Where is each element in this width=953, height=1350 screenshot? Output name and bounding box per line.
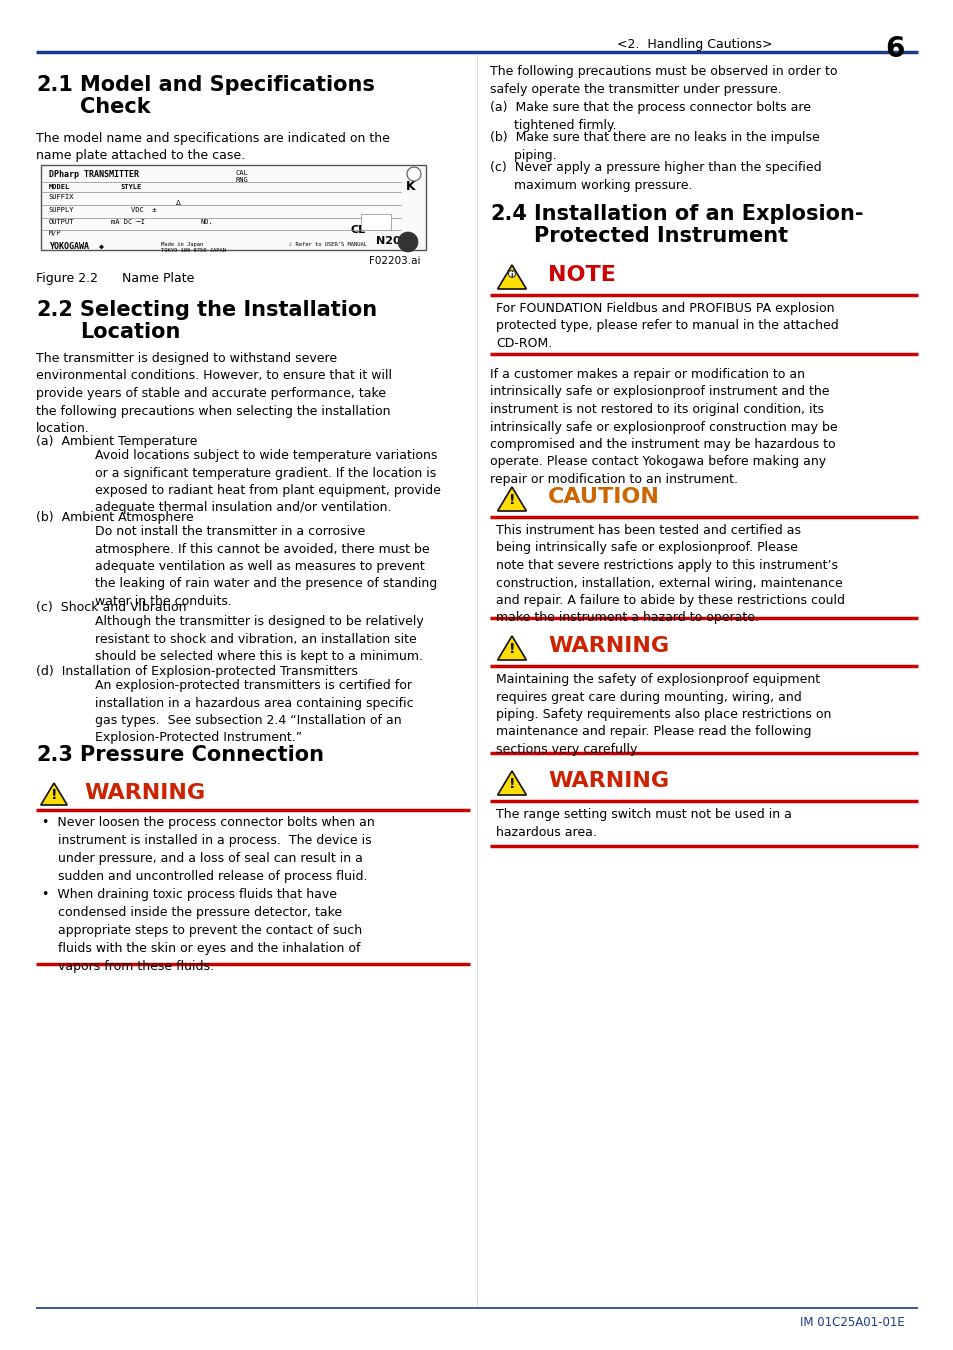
Text: Pressure Connection: Pressure Connection [80,745,324,765]
Text: (d)  Installation of Explosion-protected Transmitters: (d) Installation of Explosion-protected … [36,666,357,678]
FancyBboxPatch shape [41,165,426,250]
Text: An explosion-protected transmitters is certified for
installation in a hazardous: An explosion-protected transmitters is c… [95,679,414,744]
Text: <2.  Handling Cautions>: <2. Handling Cautions> [617,38,772,51]
Text: CAUTION: CAUTION [547,487,659,508]
Polygon shape [497,487,526,512]
Text: DPharp TRANSMITTER: DPharp TRANSMITTER [49,170,139,180]
FancyBboxPatch shape [360,215,391,230]
Text: Selecting the Installation: Selecting the Installation [80,300,376,320]
Text: CE: CE [351,225,366,235]
Text: If a customer makes a repair or modification to an
intrinsically safe or explosi: If a customer makes a repair or modifica… [490,369,837,486]
Text: Maintaining the safety of explosionproof equipment
requires great care during mo: Maintaining the safety of explosionproof… [496,674,830,756]
Text: YOKOGAWA  ◆: YOKOGAWA ◆ [49,242,104,251]
Text: F02203.ai: F02203.ai [369,256,420,266]
Text: The transmitter is designed to withstand severe
environmental conditions. Howeve: The transmitter is designed to withstand… [36,352,392,435]
Text: (a)  Ambient Temperature: (a) Ambient Temperature [36,435,197,448]
Text: (c)  Shock and Vibration: (c) Shock and Vibration [36,601,186,614]
Text: ☞ Refer to USER'S MANUAL: ☞ Refer to USER'S MANUAL [289,242,367,247]
Text: NO.: NO. [201,219,213,225]
Circle shape [397,232,417,252]
Text: Do not install the transmitter in a corrosive
atmosphere. If this cannot be avoi: Do not install the transmitter in a corr… [95,525,436,608]
Text: SUPPLY: SUPPLY [49,207,74,213]
Text: The following precautions must be observed in order to
safely operate the transm: The following precautions must be observ… [490,65,837,96]
Text: 6: 6 [884,35,904,63]
Text: IM 01C25A01-01E: IM 01C25A01-01E [800,1316,904,1328]
Text: N200: N200 [375,236,408,246]
Text: 2.3: 2.3 [36,745,72,765]
Text: •  Never loosen the process connector bolts when an
    instrument is installed : • Never loosen the process connector bol… [42,815,375,973]
Text: OUTPUT: OUTPUT [49,219,74,225]
Text: Check: Check [80,97,151,117]
Polygon shape [497,771,526,795]
Text: mA DC ─I: mA DC ─I [111,219,145,225]
Text: i: i [510,271,513,281]
Text: !: ! [51,788,57,802]
Polygon shape [41,783,67,805]
Text: Model and Specifications: Model and Specifications [80,76,375,95]
Text: !: ! [508,778,515,791]
Polygon shape [497,265,526,289]
Text: This instrument has been tested and certified as
being intrinsically safe or exp: This instrument has been tested and cert… [496,524,844,625]
Circle shape [407,167,420,181]
Text: Made in Japan
TOKYO 180-8750 JAPAN: Made in Japan TOKYO 180-8750 JAPAN [161,242,226,252]
Text: WARNING: WARNING [84,783,205,803]
Text: (b)  Ambient Atmosphere: (b) Ambient Atmosphere [36,512,193,524]
Text: Location: Location [80,323,180,342]
Text: CAL
RNG: CAL RNG [235,170,249,182]
Text: Installation of an Explosion-: Installation of an Explosion- [534,204,862,224]
Text: The model name and specifications are indicated on the
name plate attached to th: The model name and specifications are in… [36,132,390,162]
Text: 2.2: 2.2 [36,300,72,320]
Text: (b)  Make sure that there are no leaks in the impulse
      piping.: (b) Make sure that there are no leaks in… [490,131,819,162]
Text: VDC  ±: VDC ± [131,207,156,213]
Circle shape [508,270,515,277]
Text: Figure 2.2      Name Plate: Figure 2.2 Name Plate [36,271,194,285]
Text: Δ: Δ [175,200,180,207]
Text: For FOUNDATION Fieldbus and PROFIBUS PA explosion
protected type, please refer t: For FOUNDATION Fieldbus and PROFIBUS PA … [496,302,838,350]
Text: WARNING: WARNING [547,636,668,656]
Text: STYLE: STYLE [121,184,142,190]
Text: K: K [406,180,416,193]
Text: MODEL: MODEL [49,184,71,190]
Text: !: ! [508,643,515,656]
Text: M/P: M/P [49,230,62,236]
Text: (a)  Make sure that the process connector bolts are
      tightened firmly.: (a) Make sure that the process connector… [490,101,810,131]
Text: The range setting switch must not be used in a
hazardous area.: The range setting switch must not be use… [496,809,791,838]
Text: Protected Instrument: Protected Instrument [534,225,787,246]
Text: 2.4: 2.4 [490,204,526,224]
Text: !: ! [508,493,515,508]
Polygon shape [497,636,526,660]
Text: Although the transmitter is designed to be relatively
resistant to shock and vib: Although the transmitter is designed to … [95,616,423,663]
Text: WARNING: WARNING [547,771,668,791]
Text: NOTE: NOTE [547,265,616,285]
Text: (c)  Never apply a pressure higher than the specified
      maximum working pres: (c) Never apply a pressure higher than t… [490,161,821,192]
Text: Avoid locations subject to wide temperature variations
or a significant temperat: Avoid locations subject to wide temperat… [95,450,440,514]
Text: 2.1: 2.1 [36,76,72,95]
Text: SUFFIX: SUFFIX [49,194,74,200]
